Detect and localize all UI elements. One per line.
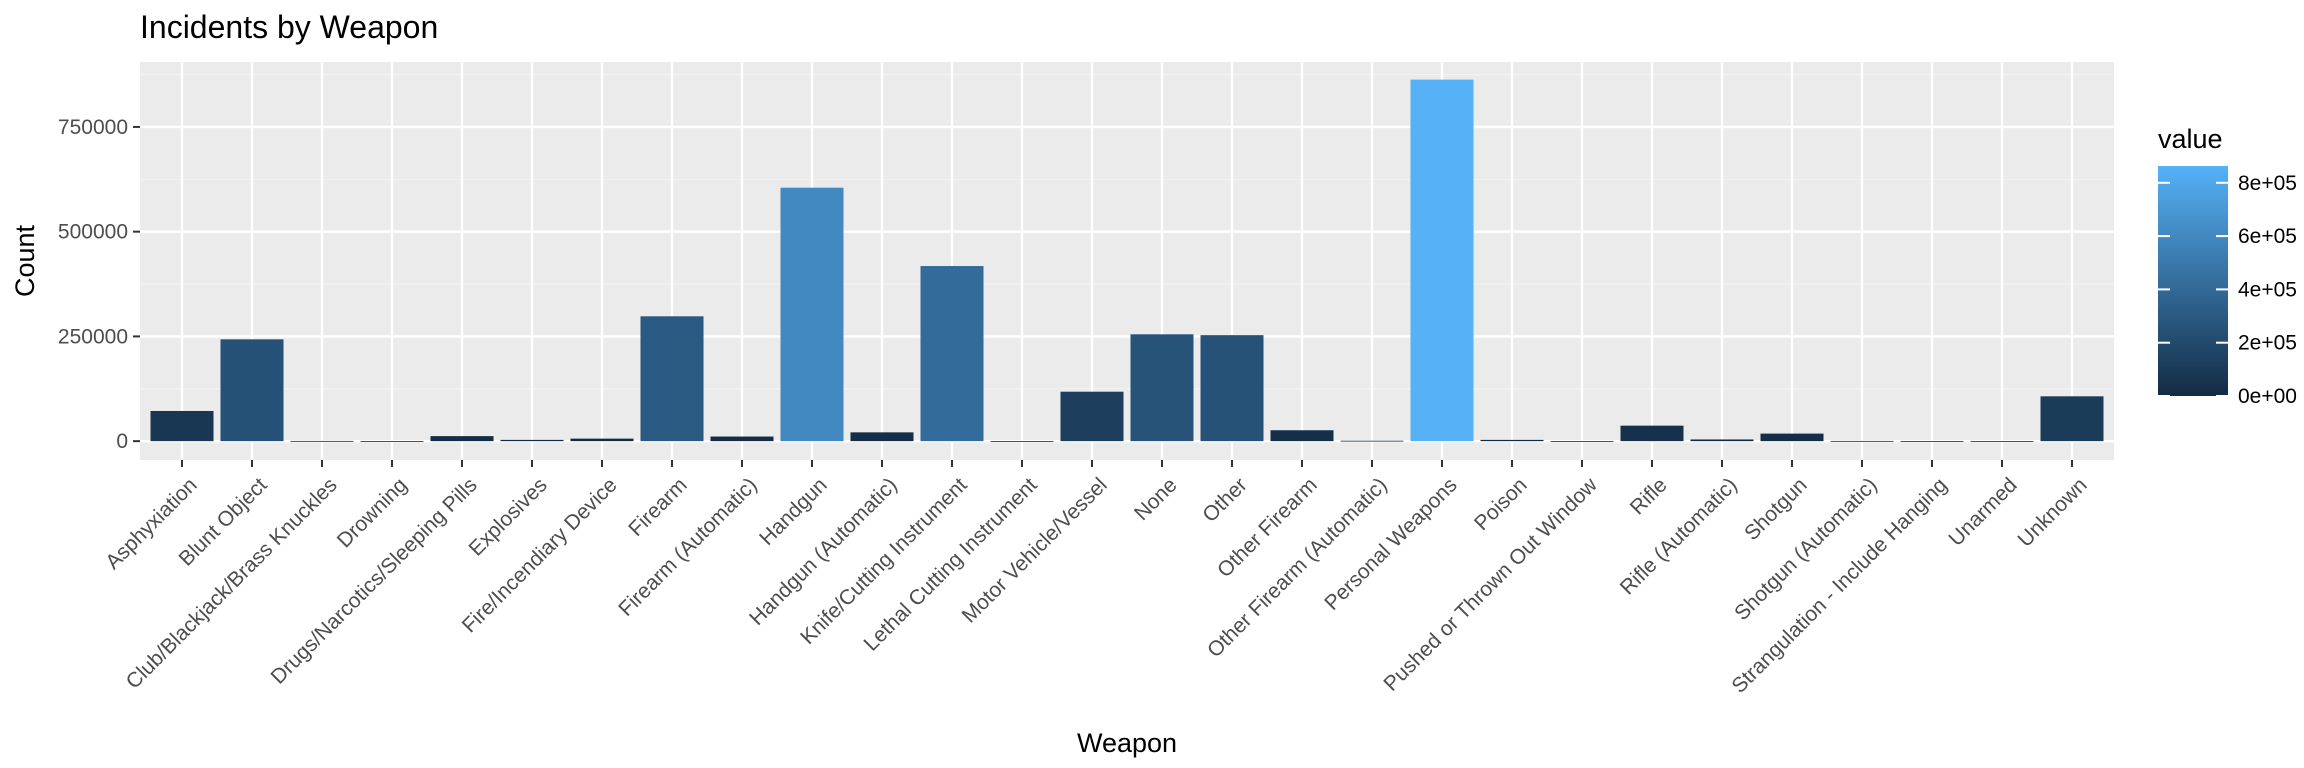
bar-drowning	[360, 441, 424, 442]
legend-tick-label: 4e+05	[2238, 278, 2297, 301]
bar-rifle	[1620, 425, 1684, 442]
y-tick-label: 0	[116, 430, 128, 453]
x-tick-label: Other	[1198, 473, 1251, 526]
bar-other	[1200, 335, 1264, 442]
bar-rifle-automatic	[1690, 439, 1754, 442]
x-tick-label: Unknown	[2014, 473, 2092, 551]
bar-none	[1130, 334, 1194, 442]
bar-handgun-automatic	[850, 432, 914, 442]
legend-ticks: 0e+00 2e+05 4e+05 6e+05 8e+05	[2158, 172, 2297, 408]
grid-minor	[140, 73, 2114, 390]
bar-lethal-cutting-instrument	[990, 441, 1054, 442]
bar-unknown	[2040, 396, 2104, 442]
bar-asphyxiation	[150, 410, 214, 442]
bar-pushed-or-thrown-out-window	[1550, 441, 1614, 442]
y-axis-title: Count	[10, 224, 40, 297]
y-axis: 0 250000 500000 750000	[58, 116, 140, 453]
x-tick-label: Personal Weapons	[1320, 473, 1461, 614]
bar-blunt-object	[220, 339, 284, 442]
bar-explosives	[500, 439, 564, 442]
bar-strangulation-include-hanging	[1900, 441, 1964, 442]
y-tick-label: 750000	[58, 116, 128, 139]
y-tick-label: 500000	[58, 221, 128, 244]
bar-firearm	[640, 316, 704, 442]
plot-panel	[140, 62, 2114, 460]
x-tick-label: Poison	[1470, 473, 1532, 535]
bar-poison	[1480, 439, 1544, 442]
legend: value 0e+00 2e+05 4e+05 6e+05 8e+05	[2158, 124, 2297, 408]
bar-fire-incendiary-device	[570, 438, 634, 442]
x-tick-label: Firearm	[624, 473, 691, 540]
bar-knife-cutting-instrument	[920, 266, 984, 442]
bar-unarmed	[1970, 441, 2034, 442]
bar-other-firearm-automatic	[1340, 440, 1404, 442]
legend-tick-label: 6e+05	[2238, 225, 2297, 248]
x-tick-label: Firearm (Automatic)	[614, 473, 761, 620]
bar-other-firearm	[1270, 430, 1334, 442]
bar-shotgun-automatic	[1830, 440, 1894, 442]
x-tick-label: Shotgun	[1740, 473, 1812, 545]
chart-title: Incidents by Weapon	[140, 9, 438, 45]
bar-firearm-automatic	[710, 436, 774, 442]
x-tick-label: Rifle (Automatic)	[1616, 473, 1742, 599]
bar-club-blackjack-brass-knuckles	[290, 440, 354, 442]
bar-shotgun	[1760, 433, 1824, 442]
y-tick-label: 250000	[58, 325, 128, 348]
bar-drugs-narcotics-sleeping-pills	[430, 436, 494, 442]
x-tick-label: Rifle	[1626, 473, 1672, 519]
legend-colorbar	[2158, 166, 2228, 396]
legend-tick-label: 0e+00	[2238, 385, 2297, 408]
legend-title: value	[2158, 124, 2223, 154]
x-tick-label: Unarmed	[1944, 473, 2021, 550]
bars	[150, 79, 2104, 442]
bar-motor-vehicle-vessel	[1060, 391, 1124, 442]
bar-personal-weapons	[1410, 79, 1474, 442]
legend-tick-label: 2e+05	[2238, 332, 2297, 355]
bar-handgun	[780, 187, 844, 442]
legend-tick-label: 8e+05	[2238, 172, 2297, 195]
x-axis-title: Weapon	[1077, 728, 1177, 758]
x-tick-label: None	[1130, 473, 1182, 525]
